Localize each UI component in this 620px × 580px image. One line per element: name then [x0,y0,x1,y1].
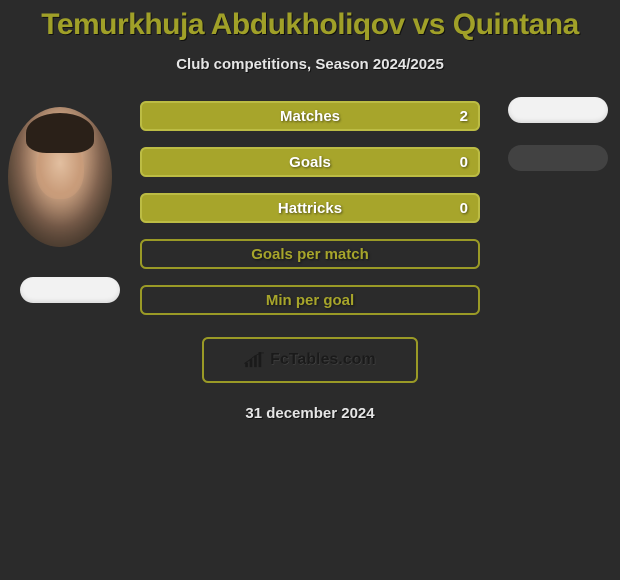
stat-row-goals: Goals 0 [140,147,480,177]
subtitle: Club competitions, Season 2024/2025 [0,56,620,73]
infographic-container: Temurkhuja Abdukholiqov vs Quintana Club… [0,0,620,422]
stat-label: Goals [289,154,331,171]
page-title: Temurkhuja Abdukholiqov vs Quintana [0,8,620,42]
stat-value: 0 [460,154,468,171]
right-value-pill [508,145,608,171]
stat-row-mpg: Min per goal [140,285,480,315]
content-area: Matches 2 Goals 0 Hattricks 0 Goals per … [0,101,620,331]
date-text: 31 december 2024 [0,405,620,422]
brand-text: FcTables.com [270,351,376,369]
player-avatar [8,107,112,247]
stat-row-hattricks: Hattricks 0 [140,193,480,223]
right-value-pill [508,97,608,123]
left-value-pill [20,277,120,303]
brand-box[interactable]: FcTables.com [202,337,418,383]
stat-row-gpm: Goals per match [140,239,480,269]
chart-icon [244,352,266,368]
stat-row-matches: Matches 2 [140,101,480,131]
stat-value: 0 [460,200,468,217]
stat-label: Min per goal [266,292,354,309]
stat-value: 2 [460,108,468,125]
stat-label: Matches [280,108,340,125]
stat-label: Goals per match [251,246,369,263]
stats-column: Matches 2 Goals 0 Hattricks 0 Goals per … [140,101,480,331]
stat-label: Hattricks [278,200,342,217]
